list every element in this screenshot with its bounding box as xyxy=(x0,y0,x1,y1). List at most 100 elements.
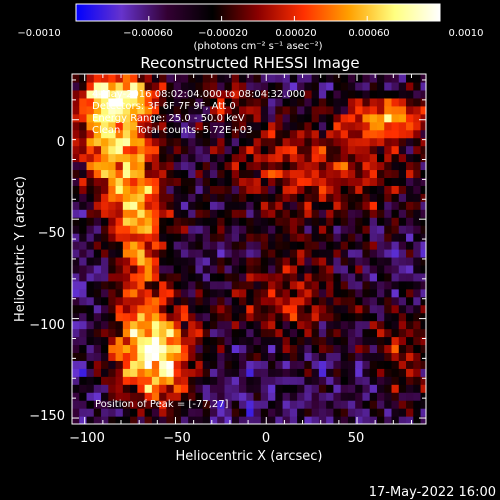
heatmap-cell xyxy=(369,105,378,115)
heatmap-cell xyxy=(260,209,269,218)
heatmap-cell xyxy=(151,169,160,178)
heatmap-cell xyxy=(347,400,356,409)
heatmap-cell xyxy=(326,416,335,424)
heatmap-cell xyxy=(347,113,356,123)
heatmap-cell xyxy=(311,169,320,178)
heatmap-cell xyxy=(413,201,422,210)
heatmap-cell xyxy=(355,304,364,314)
heatmap-cell xyxy=(297,376,305,385)
heatmap-cell xyxy=(180,185,189,194)
heatmap-cell xyxy=(246,233,255,242)
heatmap-cell xyxy=(246,408,255,417)
heatmap-cell xyxy=(406,304,414,314)
heatmap-cell xyxy=(333,177,342,186)
heatmap-cell xyxy=(180,304,189,314)
heatmap-cell xyxy=(246,264,255,274)
heatmap-cell xyxy=(318,113,327,123)
heatmap-cell xyxy=(406,193,414,202)
heatmap-cell xyxy=(86,392,95,401)
heatmap-cell xyxy=(304,360,313,369)
heatmap-cell xyxy=(275,97,284,107)
heatmap-cell xyxy=(159,272,167,282)
heatmap-cell xyxy=(326,249,335,258)
heatmap-cell xyxy=(173,137,182,147)
heatmap-cell xyxy=(137,392,146,401)
heatmap-cell xyxy=(384,352,393,361)
heatmap-cell xyxy=(188,400,197,409)
heatmap-cell xyxy=(217,288,226,298)
heatmap-cell xyxy=(318,304,327,314)
heatmap-cell xyxy=(318,233,327,242)
heatmap-cell xyxy=(144,129,153,139)
heatmap-cell xyxy=(398,249,407,258)
colorbar-gradient xyxy=(75,3,441,22)
heatmap-cell xyxy=(398,201,407,210)
heatmap-cell xyxy=(239,384,247,393)
heatmap-cell xyxy=(282,89,291,99)
heatmap-cell xyxy=(304,288,313,298)
heatmap-cell xyxy=(275,376,284,385)
heatmap-cell xyxy=(115,336,124,346)
heatmap-cell xyxy=(369,209,378,218)
heatmap-cell xyxy=(376,328,385,338)
heatmap-cell xyxy=(122,256,131,266)
heatmap-cell xyxy=(420,256,426,266)
heatmap-cell xyxy=(93,129,102,139)
heatmap-cell xyxy=(202,113,211,123)
heatmap-cell xyxy=(318,256,327,266)
heatmap-cell xyxy=(224,137,233,147)
heatmap-cell xyxy=(239,400,247,409)
heatmap-cell xyxy=(217,416,226,424)
heatmap-cell xyxy=(347,193,356,202)
heatmap-cell xyxy=(391,153,400,163)
heatmap-cell xyxy=(173,233,182,242)
heatmap-cell xyxy=(246,153,255,163)
heatmap-cell xyxy=(188,161,197,171)
heatmap-cell xyxy=(151,328,160,338)
heatmap-cell xyxy=(384,264,393,274)
heatmap-cell xyxy=(369,169,378,178)
heatmap-cell xyxy=(151,225,160,234)
heatmap-cell xyxy=(217,264,226,274)
heatmap-cell xyxy=(333,376,342,385)
heatmap-cell xyxy=(202,312,211,322)
heatmap-cell xyxy=(101,304,109,314)
heatmap-cell xyxy=(297,74,305,83)
heatmap-cell xyxy=(333,344,342,353)
heatmap-cell xyxy=(239,256,247,266)
heatmap-cell xyxy=(398,145,407,155)
heatmap-cell xyxy=(79,296,88,306)
heatmap-cell xyxy=(246,145,255,155)
heatmap-cell xyxy=(246,320,255,330)
heatmap-cell xyxy=(159,376,167,385)
heatmap-cell xyxy=(311,304,320,314)
heatmap-cell xyxy=(304,193,313,202)
heatmap-cell xyxy=(311,209,320,218)
heatmap-cell xyxy=(217,209,226,218)
heatmap-cell xyxy=(159,416,167,424)
heatmap-cell xyxy=(420,161,426,171)
heatmap-cell xyxy=(101,81,109,91)
heatmap-cell xyxy=(398,288,407,298)
heatmap-cell xyxy=(362,89,371,99)
heatmap-cell xyxy=(151,113,160,123)
heatmap-cell xyxy=(202,89,211,99)
heatmap-cell xyxy=(282,137,291,147)
heatmap-cell xyxy=(86,137,95,147)
heatmap-cell xyxy=(144,400,153,409)
heatmap-cell xyxy=(275,312,284,322)
heatmap-cell xyxy=(297,304,305,314)
heatmap-cell xyxy=(391,137,400,147)
heatmap-cell xyxy=(151,376,160,385)
heatmap-cell xyxy=(224,225,233,234)
heatmap-cell xyxy=(391,320,400,330)
heatmap-cell xyxy=(347,320,356,330)
heatmap-cell xyxy=(108,137,117,147)
heatmap-cell xyxy=(347,368,356,377)
heatmap-cell xyxy=(93,225,102,234)
heatmap-cell xyxy=(420,344,426,353)
heatmap-cell xyxy=(173,161,182,171)
heatmap-cell xyxy=(398,129,407,139)
heatmap-cell xyxy=(79,344,88,353)
heatmap-cell xyxy=(406,89,414,99)
